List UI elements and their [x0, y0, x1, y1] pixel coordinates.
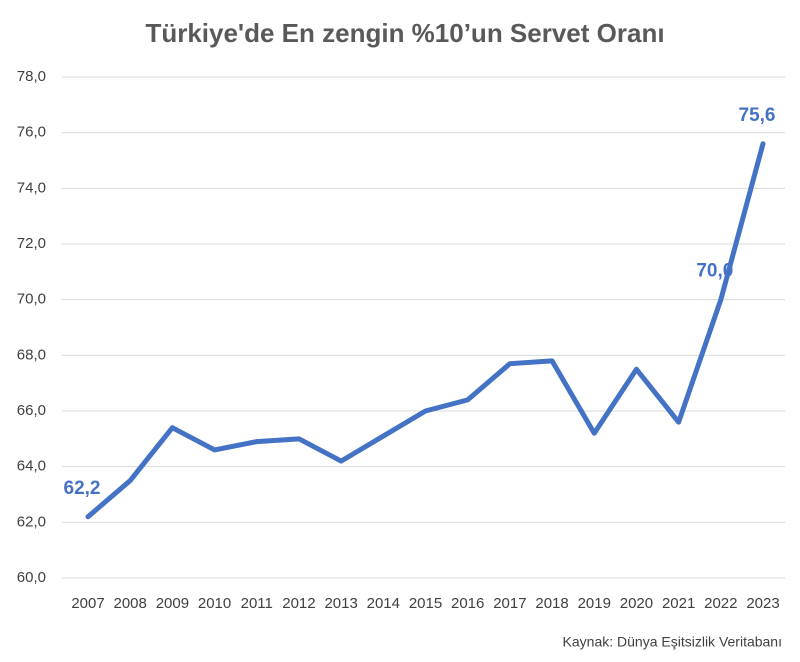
y-tick-label: 68,0: [17, 346, 46, 363]
x-tick-label: 2022: [704, 595, 737, 612]
data-label: 70,0: [696, 261, 733, 282]
data-label: 62,2: [64, 478, 101, 499]
x-tick-label: 2012: [282, 595, 315, 612]
x-tick-label: 2013: [324, 595, 357, 612]
source-note: Kaynak: Dünya Eşitsizlik Veritabanı: [563, 634, 782, 650]
x-tick-label: 2010: [198, 595, 231, 612]
x-tick-label: 2016: [451, 595, 484, 612]
x-tick-label: 2008: [114, 595, 147, 612]
x-tick-label: 2009: [156, 595, 189, 612]
x-tick-label: 2014: [367, 595, 400, 612]
x-tick-label: 2023: [746, 595, 779, 612]
y-tick-label: 66,0: [17, 402, 46, 419]
x-tick-label: 2020: [620, 595, 653, 612]
y-tick-label: 74,0: [17, 179, 46, 196]
y-tick-label: 64,0: [17, 458, 46, 475]
y-tick-label: 78,0: [17, 68, 46, 85]
x-tick-label: 2021: [662, 595, 695, 612]
y-tick-label: 76,0: [17, 124, 46, 141]
x-tick-label: 2011: [241, 595, 273, 612]
x-tick-label: 2017: [493, 595, 526, 612]
x-tick-label: 2018: [535, 595, 568, 612]
x-tick-label: 2007: [71, 595, 104, 612]
y-tick-label: 72,0: [17, 235, 46, 252]
chart-title: Türkiye'de En zengin %10’un Servet Oranı: [145, 18, 664, 48]
x-tick-label: 2015: [409, 595, 442, 612]
y-tick-label: 70,0: [17, 291, 46, 308]
data-line: [85, 141, 766, 520]
x-tick-label: 2019: [578, 595, 611, 612]
y-tick-label: 62,0: [17, 513, 46, 530]
data-label: 75,6: [739, 105, 776, 126]
y-tick-label: 60,0: [17, 569, 46, 586]
